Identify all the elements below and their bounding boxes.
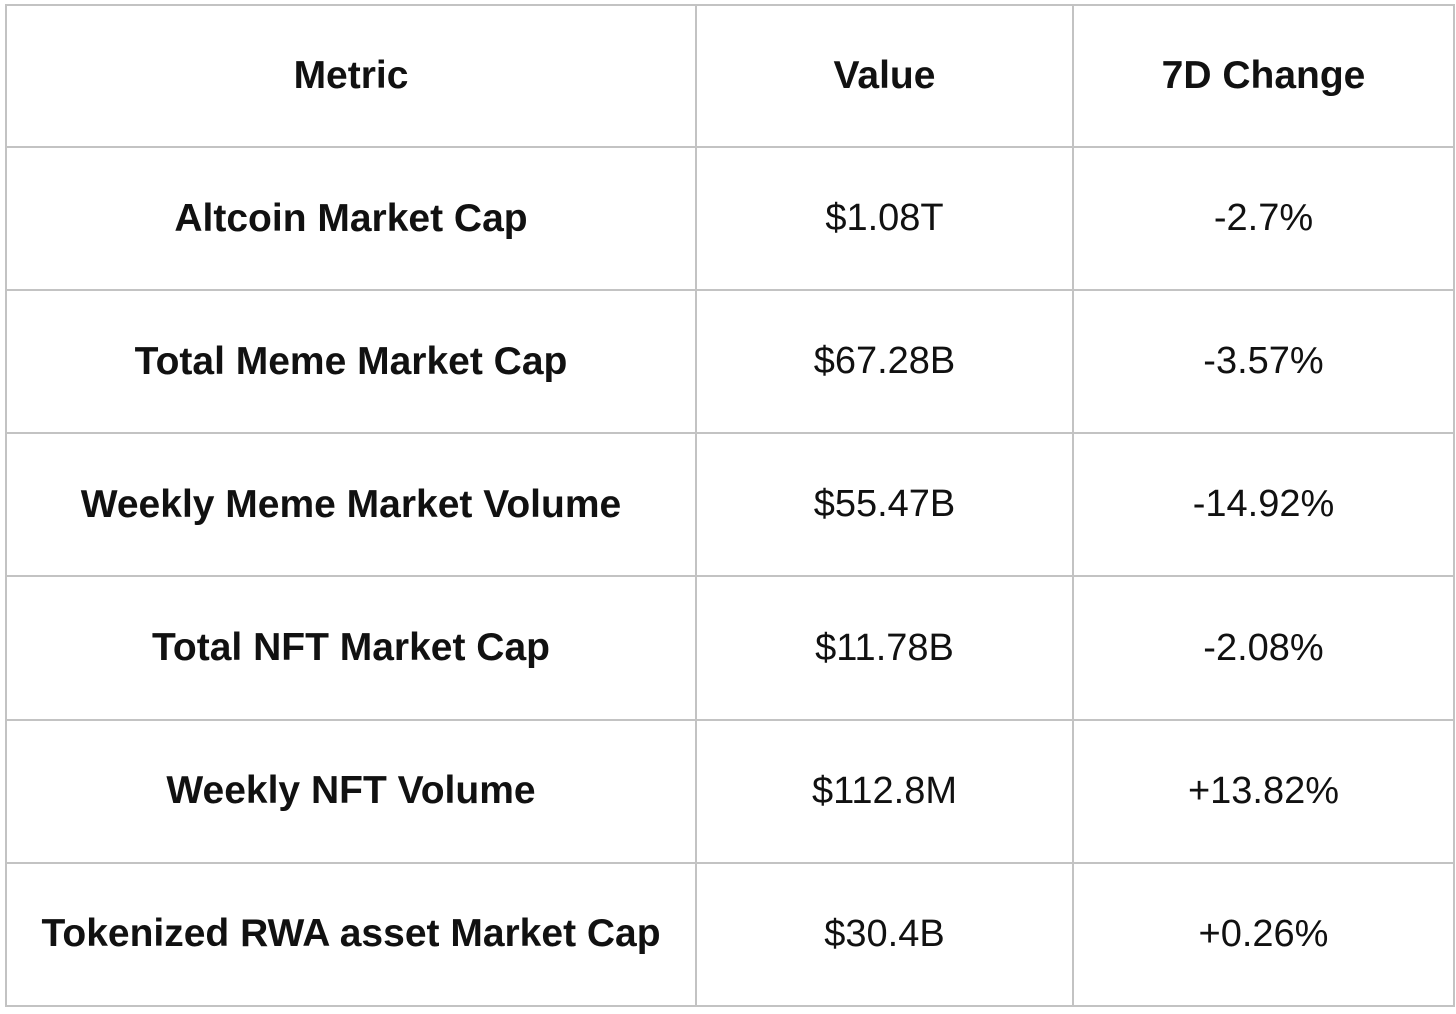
metric-cell: Altcoin Market Cap xyxy=(5,145,697,292)
value-cell: $55.47B xyxy=(695,432,1074,578)
metric-cell: Weekly Meme Market Volume xyxy=(5,432,697,578)
change-cell: +0.26% xyxy=(1072,861,1455,1008)
change-cell: -14.92% xyxy=(1072,432,1455,578)
table-row: Total Meme Market Cap $67.28B -3.57% xyxy=(5,289,1455,435)
change-cell: +13.82% xyxy=(1072,718,1455,864)
change-cell: -3.57% xyxy=(1072,289,1455,435)
table-row: Weekly Meme Market Volume $55.47B -14.92… xyxy=(5,432,1455,578)
value-cell: $67.28B xyxy=(695,289,1074,435)
value-cell: $11.78B xyxy=(695,575,1074,721)
column-header-7d-change: 7D Change xyxy=(1072,4,1455,148)
value-cell: $1.08T xyxy=(695,145,1074,292)
value-cell: $112.8M xyxy=(695,718,1074,864)
metric-cell: Tokenized RWA asset Market Cap xyxy=(5,861,697,1008)
value-cell: $30.4B xyxy=(695,861,1074,1008)
metric-cell: Total Meme Market Cap xyxy=(5,289,697,435)
header-row: Metric Value 7D Change xyxy=(5,4,1455,148)
crypto-metrics-table: Metric Value 7D Change Altcoin Market Ca… xyxy=(5,4,1455,1008)
table-row: Altcoin Market Cap $1.08T -2.7% xyxy=(5,145,1455,292)
table-row: Total NFT Market Cap $11.78B -2.08% xyxy=(5,575,1455,721)
change-cell: -2.7% xyxy=(1072,145,1455,292)
column-header-value: Value xyxy=(695,4,1074,148)
table-row: Weekly NFT Volume $112.8M +13.82% xyxy=(5,718,1455,864)
change-cell: -2.08% xyxy=(1072,575,1455,721)
metric-cell: Weekly NFT Volume xyxy=(5,718,697,864)
column-header-metric: Metric xyxy=(5,4,697,148)
table-row: Tokenized RWA asset Market Cap $30.4B +0… xyxy=(5,861,1455,1008)
metric-cell: Total NFT Market Cap xyxy=(5,575,697,721)
